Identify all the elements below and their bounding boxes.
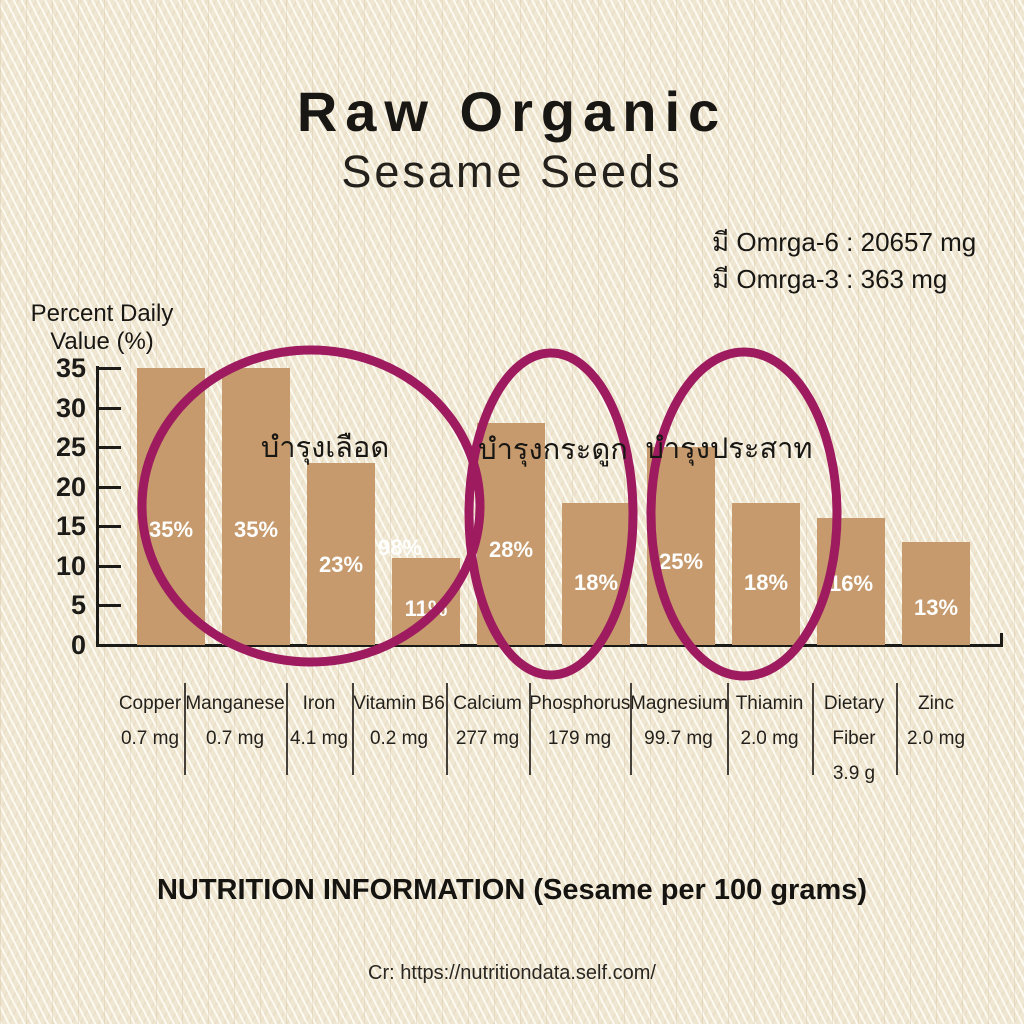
category-label-line: Vitamin B6 xyxy=(353,693,445,714)
category-label-line: Copper xyxy=(118,693,182,714)
y-tick-label: 25 xyxy=(55,432,86,462)
label-divider xyxy=(286,683,288,775)
category-label-line: 2.0 mg xyxy=(740,728,799,749)
y-tick xyxy=(98,367,121,370)
y-tick-label: 10 xyxy=(55,551,86,581)
category-label-line: Fiber xyxy=(832,728,876,749)
y-tick-label: 30 xyxy=(55,393,86,423)
label-divider xyxy=(727,683,729,775)
label-divider xyxy=(184,683,186,775)
y-tick xyxy=(98,525,121,528)
category-label-line: Phosphorus xyxy=(529,693,631,714)
y-axis-line xyxy=(96,366,99,647)
category-label-line: Dietary xyxy=(823,693,885,714)
stray-value-label: 98% xyxy=(377,535,423,560)
category-label-iron: Iron 4.1 mg xyxy=(286,686,352,756)
label-divider xyxy=(446,683,448,775)
category-label-vitamin-b6: Vitamin B6 0.2 mg xyxy=(352,686,446,756)
y-tick-label: 5 xyxy=(70,590,86,620)
y-axis-title: Percent Daily Value (%) xyxy=(22,300,182,356)
page-title: Raw Organic xyxy=(296,80,728,143)
chart-annotation-1: บำรุงเลือด xyxy=(260,432,390,464)
bar-zinc xyxy=(902,542,970,645)
y-tick xyxy=(98,604,121,607)
category-label-phosphorus: Phosphorus 179 mg xyxy=(529,686,630,756)
category-label-line: Manganese xyxy=(185,693,285,714)
chart-annotation-3: บำรุงประสาท xyxy=(645,433,813,465)
label-divider xyxy=(630,683,632,775)
y-axis-title-line2: Value (%) xyxy=(50,328,154,355)
y-tick-label: 0 xyxy=(70,630,86,660)
category-label-line: Calcium xyxy=(453,693,522,714)
category-label-calcium: Calcium 277 mg xyxy=(446,686,529,756)
nutrition-info-title: NUTRITION INFORMATION (Sesame per 100 gr… xyxy=(156,874,868,906)
category-label-manganese: Manganese 0.7 mg xyxy=(184,686,286,756)
category-label-line: 0.2 mg xyxy=(369,728,429,749)
category-label-zinc: Zinc 2.0 mg xyxy=(896,686,976,756)
y-axis-title-line1: Percent Daily xyxy=(30,300,174,327)
y-tick-label: 20 xyxy=(55,472,86,502)
category-label-dietary-fiber: Dietary Fiber 3.9 g xyxy=(812,686,896,791)
x-axis-end-tick xyxy=(1000,633,1003,645)
category-label-line: Iron xyxy=(302,693,336,714)
category-label-line: 2.0 mg xyxy=(906,728,966,749)
category-label-line: Thiamin xyxy=(735,693,804,714)
category-label-magnesium: Magnesium 99.7 mg xyxy=(630,686,729,756)
y-tick-label: 35 xyxy=(55,353,86,383)
page-subtitle: Sesame Seeds xyxy=(341,146,683,197)
category-label-line: 0.7 mg xyxy=(120,728,180,749)
category-label-copper: Copper 0.7 mg xyxy=(116,686,184,756)
y-tick-label: 15 xyxy=(55,511,86,541)
omega-3-line: มี Omrga-3 : 363 mg xyxy=(712,264,948,294)
y-tick xyxy=(98,407,121,410)
category-label-line: Zinc xyxy=(918,693,954,714)
credit-text: Cr: https://nutritiondata.self.com/ xyxy=(368,962,656,984)
label-divider xyxy=(812,683,814,775)
category-label-line: 4.1 mg xyxy=(289,728,349,749)
chart-annotation-2: บำรุงกระดูก xyxy=(478,434,628,466)
category-label-line: 99.7 mg xyxy=(644,728,713,749)
category-label-line: 3.9 g xyxy=(832,763,876,784)
label-divider xyxy=(896,683,898,775)
category-label-thiamin: Thiamin 2.0 mg xyxy=(727,686,812,756)
bar-value-label-zinc: 13% xyxy=(913,595,959,620)
omega-info: มี Omrga-6 : 20657 mg มี Omrga-3 : 363 m… xyxy=(712,224,976,298)
category-label-line: 277 mg xyxy=(455,728,520,749)
category-label-line: Magnesium xyxy=(630,693,729,714)
label-divider xyxy=(529,683,531,775)
y-tick xyxy=(98,565,121,568)
omega-6-line: มี Omrga-6 : 20657 mg xyxy=(712,227,977,257)
y-tick xyxy=(98,446,121,449)
category-label-line: 179 mg xyxy=(547,728,612,749)
label-divider xyxy=(352,683,354,775)
category-label-line: 0.7 mg xyxy=(205,728,265,749)
y-tick xyxy=(98,486,121,489)
